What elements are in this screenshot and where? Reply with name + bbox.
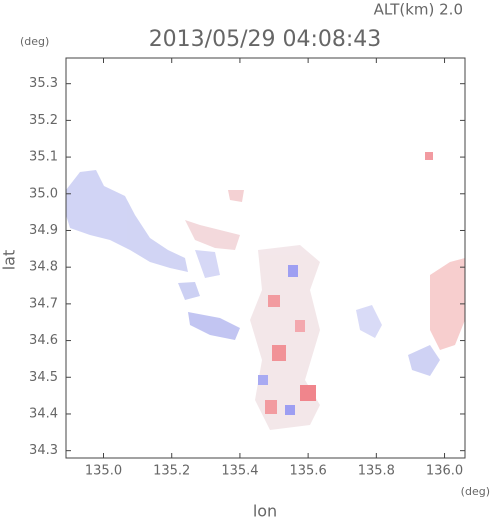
echo-blue — [408, 345, 440, 376]
plot-frame — [65, 57, 466, 459]
y-tick-label: 34.5 — [29, 370, 58, 385]
echo-blue — [66, 170, 188, 272]
x-tick-label: 135.8 — [358, 464, 395, 479]
echo-pink — [185, 220, 240, 250]
echo-cell — [425, 152, 433, 160]
echo-cell — [272, 345, 286, 361]
y-axis-label: lat — [0, 250, 19, 271]
y-tick-label: 35.2 — [29, 113, 58, 128]
y-tick-label: 34.4 — [29, 406, 58, 421]
y-tick-label: 35.1 — [29, 150, 58, 165]
x-tick-label: 135.0 — [85, 464, 122, 479]
echo-pink — [430, 258, 465, 350]
x-axis-label: lon — [253, 502, 277, 521]
echo-pink — [228, 190, 244, 202]
chart-title: 2013/05/29 04:08:43 — [149, 27, 382, 52]
altitude-label: ALT(km) 2.0 — [374, 1, 463, 19]
y-tick-label: 34.8 — [29, 260, 58, 275]
x-tick-label: 136.0 — [426, 464, 463, 479]
echo-cell — [268, 295, 280, 307]
echo-blue — [356, 305, 382, 338]
echo-cell — [285, 405, 295, 415]
y-tick-label: 35.3 — [29, 76, 58, 91]
echo-cell — [288, 265, 298, 277]
x-tick-label: 135.2 — [153, 464, 190, 479]
echo-mixed — [250, 245, 320, 430]
echo-blue — [195, 250, 220, 278]
y-tick-label: 34.7 — [29, 296, 58, 311]
y-tick-label: 34.6 — [29, 333, 58, 348]
x-unit: (deg) — [461, 485, 490, 498]
y-tick-label: 34.9 — [29, 223, 58, 238]
echo-cell — [300, 385, 316, 401]
y-tick-label: 34.3 — [29, 443, 58, 458]
x-tick-label: 135.4 — [221, 464, 258, 479]
echo-cell — [295, 320, 305, 332]
y-tick-label: 35.0 — [29, 186, 58, 201]
x-tick-label: 135.6 — [290, 464, 327, 479]
echo-cell — [258, 375, 268, 385]
echo-blue — [178, 282, 200, 300]
echo-field — [66, 152, 465, 430]
y-unit: (deg) — [20, 35, 49, 48]
echo-blue — [188, 312, 240, 340]
echo-cell — [265, 400, 277, 414]
